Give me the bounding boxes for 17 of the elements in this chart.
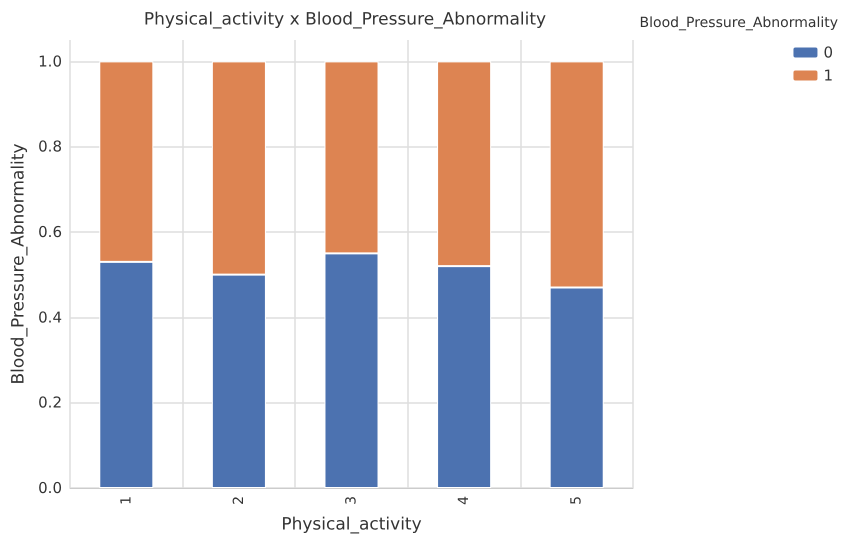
legend-title: Blood_Pressure_Abnormality <box>640 15 838 31</box>
x-tick-label: 3 <box>344 496 360 505</box>
y-tick-label: 0.6 <box>38 223 62 241</box>
y-tick-label: 1.0 <box>38 52 62 70</box>
x-tick-label: 2 <box>230 496 247 505</box>
y-tick-label: 0.0 <box>38 479 62 497</box>
y-tick-label: 0.4 <box>38 308 62 326</box>
y-tick-label: 0.8 <box>38 138 62 156</box>
y-axis-title: Blood_Pressure_Abnormality <box>8 143 29 385</box>
x-tick-label: 1 <box>118 496 134 505</box>
legend-label: 0 <box>823 44 834 62</box>
chart-title: Physical_activity x Blood_Pressure_Abnormality <box>144 10 546 30</box>
x-tick-label: 5 <box>568 496 585 505</box>
x-axis-title: Physical_activity <box>281 514 422 534</box>
legend-label: 1 <box>823 66 834 84</box>
y-tick-label: 0.2 <box>38 394 62 412</box>
x-tick-label: 4 <box>456 496 472 505</box>
